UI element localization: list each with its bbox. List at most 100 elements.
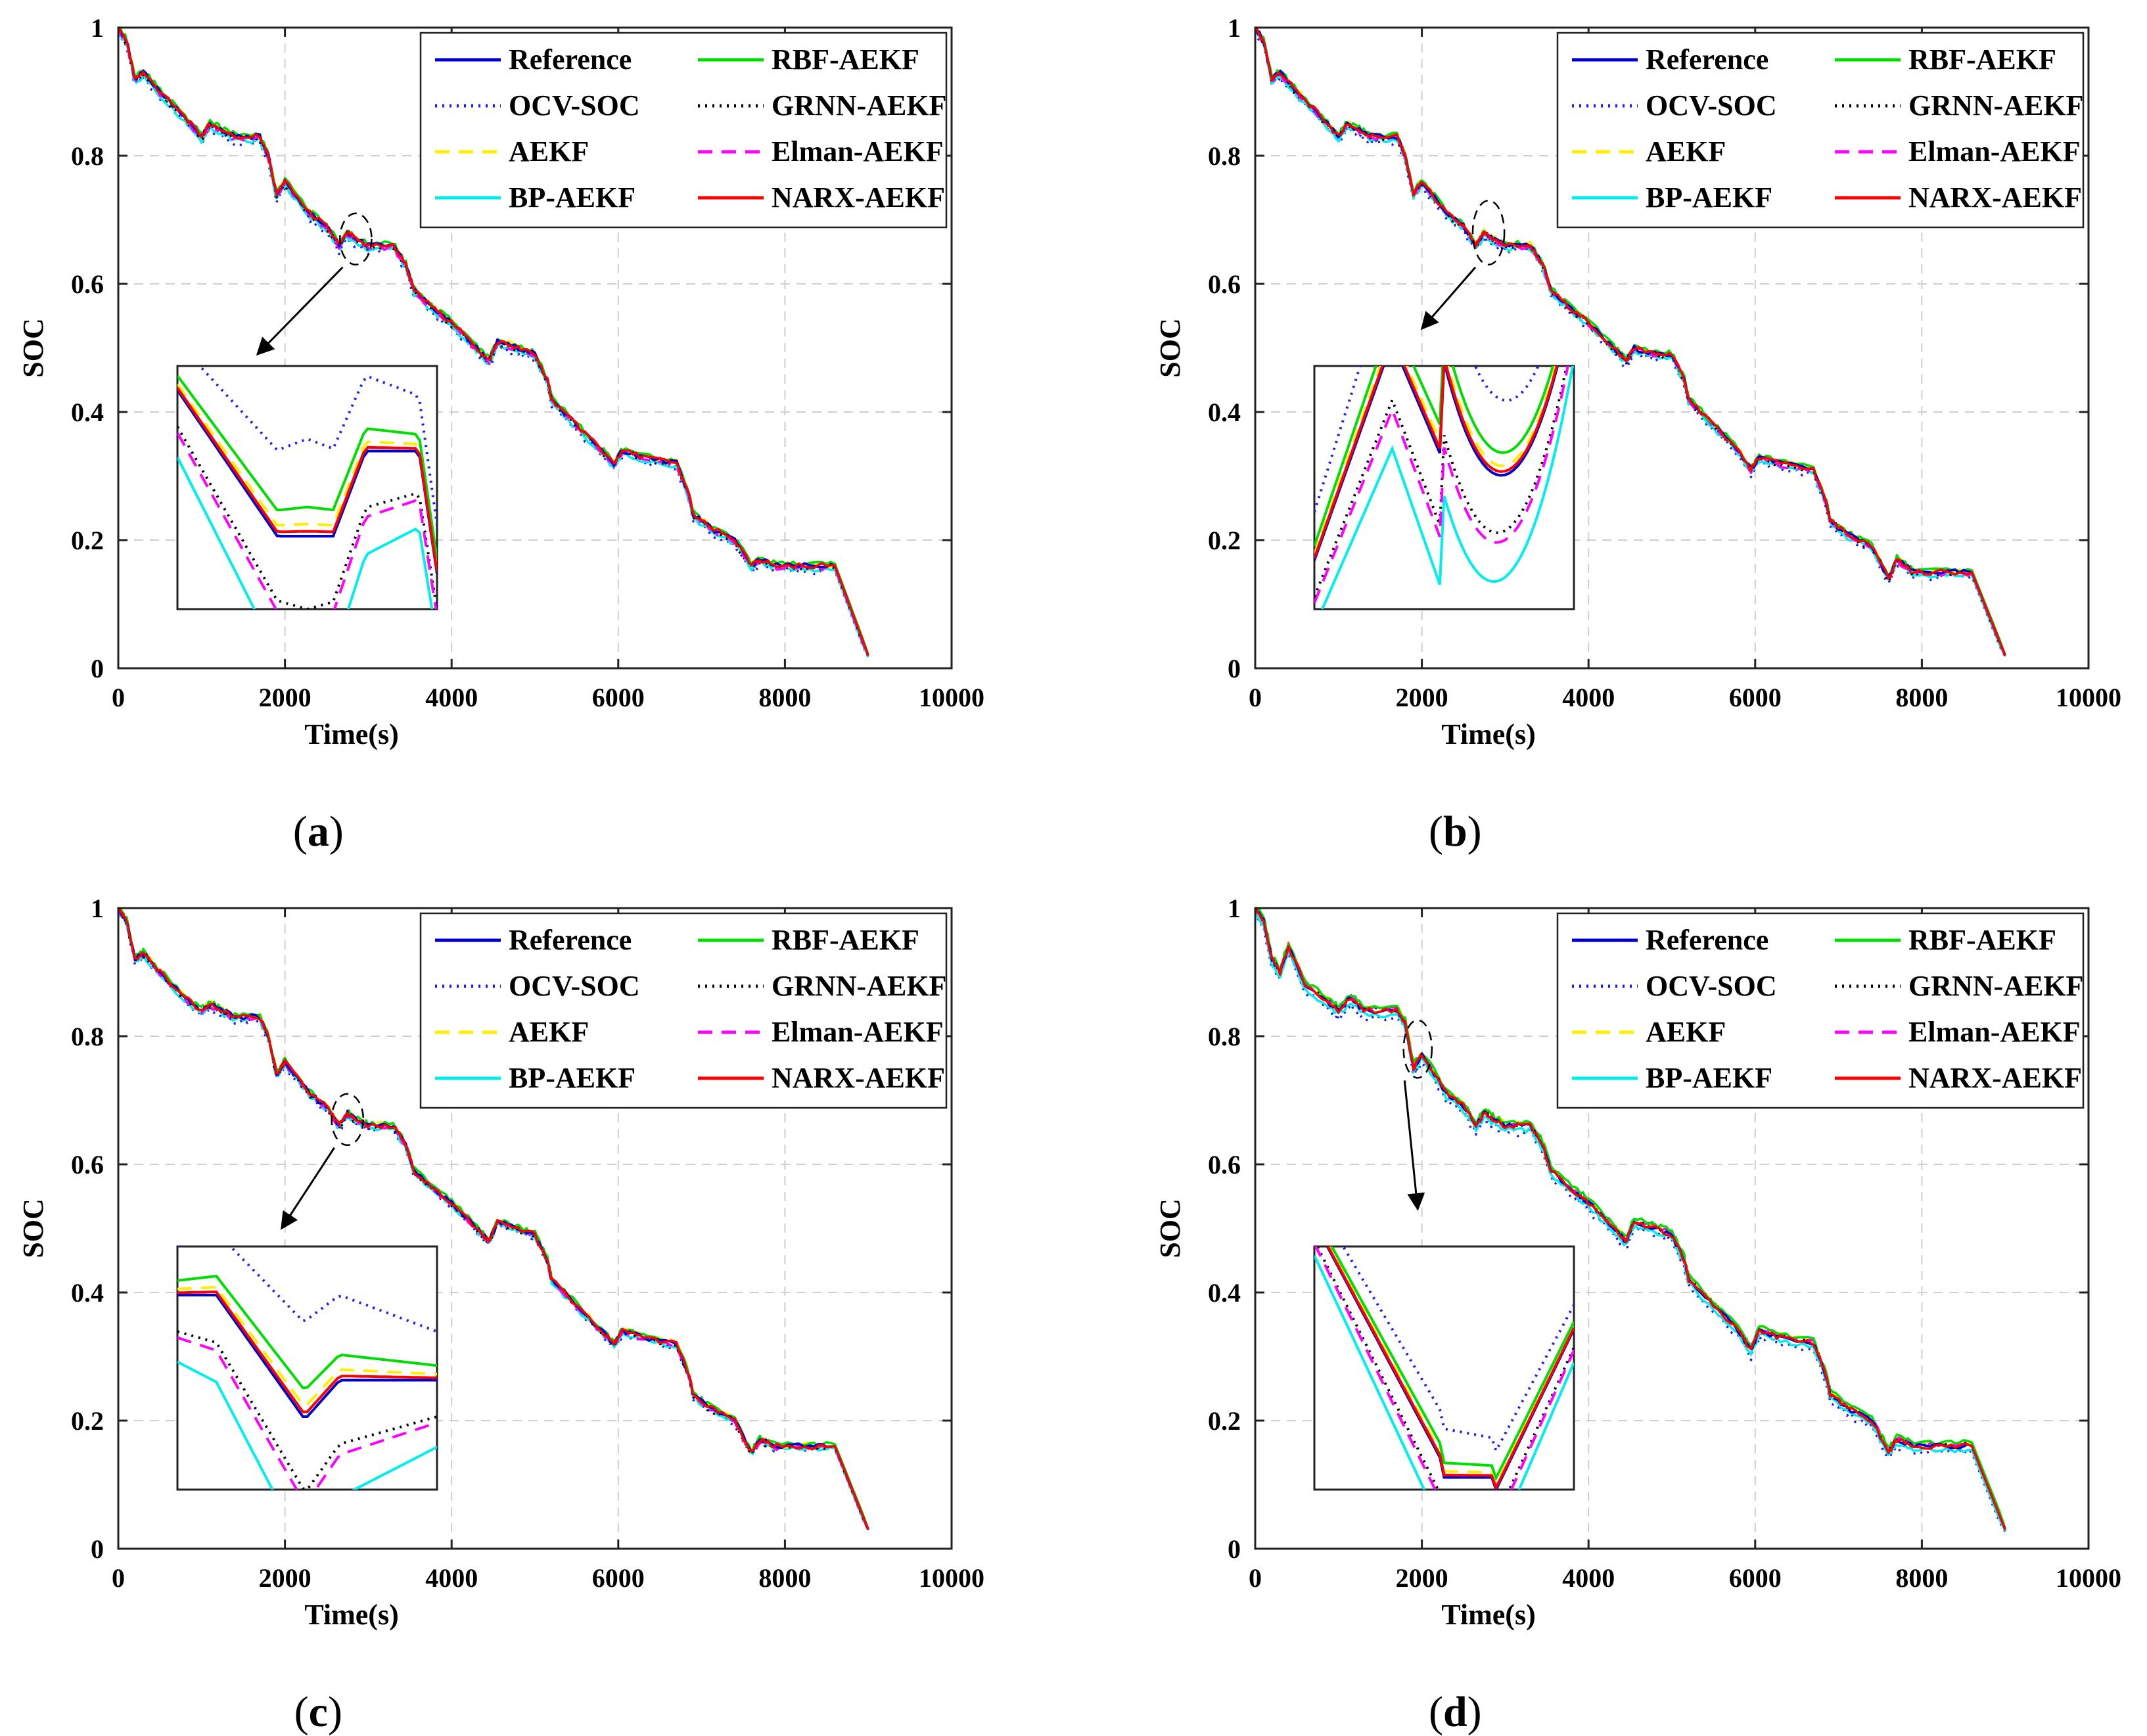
y-tick-label: 0 [91,1534,104,1564]
x-axis-label: Time(s) [304,1599,398,1631]
zoom-inset-line-grnn-aekf [177,1330,437,1490]
legend-label: Elman-AEKF [772,135,944,168]
zoom-inset-line-bp-aekf [177,456,434,609]
zoom-inset-line-rbf-aekf [1314,366,1555,547]
series-line-narx-aekf [1254,907,2006,1530]
zoom-inset [1313,365,1575,610]
legend-box [1556,912,2085,1109]
panel-b: 0 2000 4000 6000 8000 10000 0 0.2 0.4 0.6 0.8 1 Time… [1154,13,2121,856]
x-tick-label: 8000 [758,1563,811,1593]
y-axis-label: SOC [1154,1199,1186,1258]
legend-label: AEKF [1646,135,1726,168]
x-tick-label: 6000 [1729,683,1782,712]
legend-label: Reference [509,924,632,956]
legend-label: NARX-AEKF [1908,181,2082,214]
legend-label: Elman-AEKF [1908,135,2081,168]
panel-a: 0 2000 4000 6000 8000 10000 0 0.2 0.4 0.6 0.8 1 Time… [17,13,984,856]
plot-area-frame [117,26,953,670]
zoom-inset [176,1245,438,1491]
legend-box [1556,32,2085,229]
y-axis-label: SOC [1154,318,1186,377]
y-tick-label: 0 [91,654,104,683]
zoom-arrow [1420,266,1477,331]
zoom-arrow [256,266,344,356]
panel-c: 0 2000 4000 6000 8000 10000 0 0.2 0.4 0.6 0.8 1 Time… [17,894,984,1736]
x-tick-label: 2000 [259,683,312,712]
zoom-inset-line-aekf [1314,366,1558,555]
y-axis-label: SOC [17,1199,49,1258]
legend-label: RBF-AEKF [772,924,919,956]
zoom-inset-series [1314,1246,1574,1490]
legend-label: AEKF [1646,1016,1726,1048]
zoom-inset [1313,1245,1575,1491]
panel-caption-letter: a [308,808,329,856]
x-axis-label: Time(s) [1441,1599,1535,1631]
legend-label: NARX-AEKF [1908,1062,2082,1094]
y-tick-label: 1 [91,13,104,43]
y-tick-label: 0.8 [1208,1022,1241,1051]
zoom-inset-line-rbf-aekf [1330,1246,1574,1482]
plot-area-frame [1254,26,2090,670]
legend-label: BP-AEKF [1646,181,1772,214]
zoom-inset-line-bp-aekf [177,1361,437,1490]
x-tick-label: 4000 [1562,1563,1615,1593]
zoom-inset-series [1314,366,1574,609]
x-tick-label: 0 [1249,683,1262,712]
y-tick-label: 0 [1228,1534,1241,1564]
y-tick-label: 0.4 [71,1278,104,1308]
zoom-inset-series [177,366,437,609]
plot-area-frame [117,907,953,1550]
x-tick-label: 10000 [919,1563,984,1593]
x-tick-label: 4000 [425,683,478,712]
y-tick-label: 0.6 [71,1150,104,1179]
y-tick-label: 0.6 [1208,1150,1241,1179]
zoom-arrow [1403,1080,1425,1211]
y-tick-label: 1 [1228,13,1241,43]
panel-caption-letter: d [1443,1688,1467,1736]
zoom-inset-line-ocv-soc [177,1246,437,1333]
x-tick-label: 8000 [758,683,811,712]
y-tick-label: 0.6 [71,269,104,299]
zoom-inset-line-elman-aekf [177,1336,437,1490]
zoom-inset-line-narx-aekf [177,1291,437,1413]
zoom-inset-line-grnn-aekf [177,426,437,609]
legend-label: OCV-SOC [1646,970,1777,1002]
y-axis-label: SOC [17,318,49,377]
legend-label: Elman-AEKF [772,1016,944,1048]
zoom-inset-line-narx-aekf [1314,366,1558,559]
plot-area-frame [1254,907,2090,1550]
x-tick-label: 6000 [592,683,645,712]
legend-label: BP-AEKF [1646,1062,1772,1094]
y-tick-label: 0.4 [71,398,104,427]
y-tick-label: 0.8 [71,1022,104,1051]
panel-caption-letter: b [1443,808,1467,856]
zoom-inset-line-narx-aekf [1326,1246,1574,1490]
y-tick-label: 0.8 [1208,141,1241,171]
legend: Reference RBF-AEKF OCV-SOC GRNN-AEKF AEKF Elm… [419,912,948,1109]
series-line-ocv-soc [1254,912,2006,1532]
zoom-inset-line-bp-aekf [1314,1255,1574,1490]
y-tick-label: 0.8 [71,141,104,171]
y-tick-label: 0 [1228,654,1241,683]
y-tick-label: 0.2 [1208,1406,1241,1436]
zoom-inset-line-bp-aekf [1320,366,1574,609]
legend-box [419,912,948,1109]
zoom-inset-line-rbf-aekf [177,375,437,560]
legend-label: BP-AEKF [509,181,635,214]
zoom-selection-ellipse [1402,1019,1433,1079]
zoom-inset-line-grnn-aekf [1314,366,1568,598]
legend: Reference RBF-AEKF OCV-SOC GRNN-AEKF AEKF Elm… [1556,912,2085,1109]
zoom-inset-series [177,1246,437,1490]
legend-label: BP-AEKF [509,1062,635,1094]
y-tick-label: 0.4 [1208,398,1241,427]
legend-label: RBF-AEKF [1908,924,2056,956]
panel-caption: (c) [294,1688,342,1736]
legend-label: NARX-AEKF [772,1062,945,1094]
series-line-narx-aekf [1255,27,2006,656]
x-tick-label: 2000 [1396,1563,1448,1593]
legend-label: RBF-AEKF [1908,43,2056,76]
y-tick-label: 0.2 [71,526,104,555]
y-tick-label: 1 [91,894,104,923]
x-tick-label: 10000 [919,683,984,712]
